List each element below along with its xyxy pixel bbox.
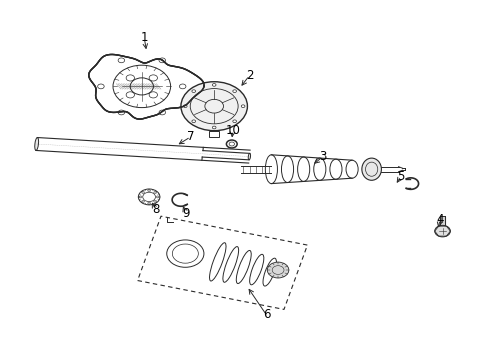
Circle shape (212, 84, 216, 86)
Text: 3: 3 (318, 150, 326, 163)
Circle shape (241, 105, 244, 108)
Text: 7: 7 (186, 130, 194, 143)
Circle shape (153, 200, 156, 202)
Text: 8: 8 (151, 203, 159, 216)
Circle shape (138, 189, 160, 205)
Circle shape (142, 192, 144, 194)
Circle shape (139, 196, 142, 198)
Ellipse shape (361, 158, 381, 180)
Circle shape (232, 120, 236, 123)
Circle shape (142, 200, 144, 202)
Text: 9: 9 (182, 207, 189, 220)
Circle shape (147, 190, 150, 192)
Text: 10: 10 (225, 124, 240, 137)
Circle shape (226, 140, 237, 148)
Circle shape (267, 262, 288, 278)
Circle shape (181, 82, 247, 131)
Ellipse shape (35, 138, 39, 150)
Circle shape (212, 126, 216, 129)
Circle shape (191, 90, 195, 93)
Circle shape (156, 196, 159, 198)
Text: 6: 6 (262, 309, 270, 321)
Text: 2: 2 (245, 69, 253, 82)
Polygon shape (89, 54, 203, 119)
Circle shape (183, 105, 187, 108)
Circle shape (434, 225, 449, 237)
Circle shape (153, 192, 156, 194)
Text: 5: 5 (396, 170, 404, 183)
Circle shape (232, 90, 236, 93)
Ellipse shape (248, 153, 250, 160)
Circle shape (147, 202, 150, 204)
Circle shape (191, 120, 195, 123)
Text: 4: 4 (435, 213, 443, 226)
Text: 1: 1 (140, 31, 148, 44)
